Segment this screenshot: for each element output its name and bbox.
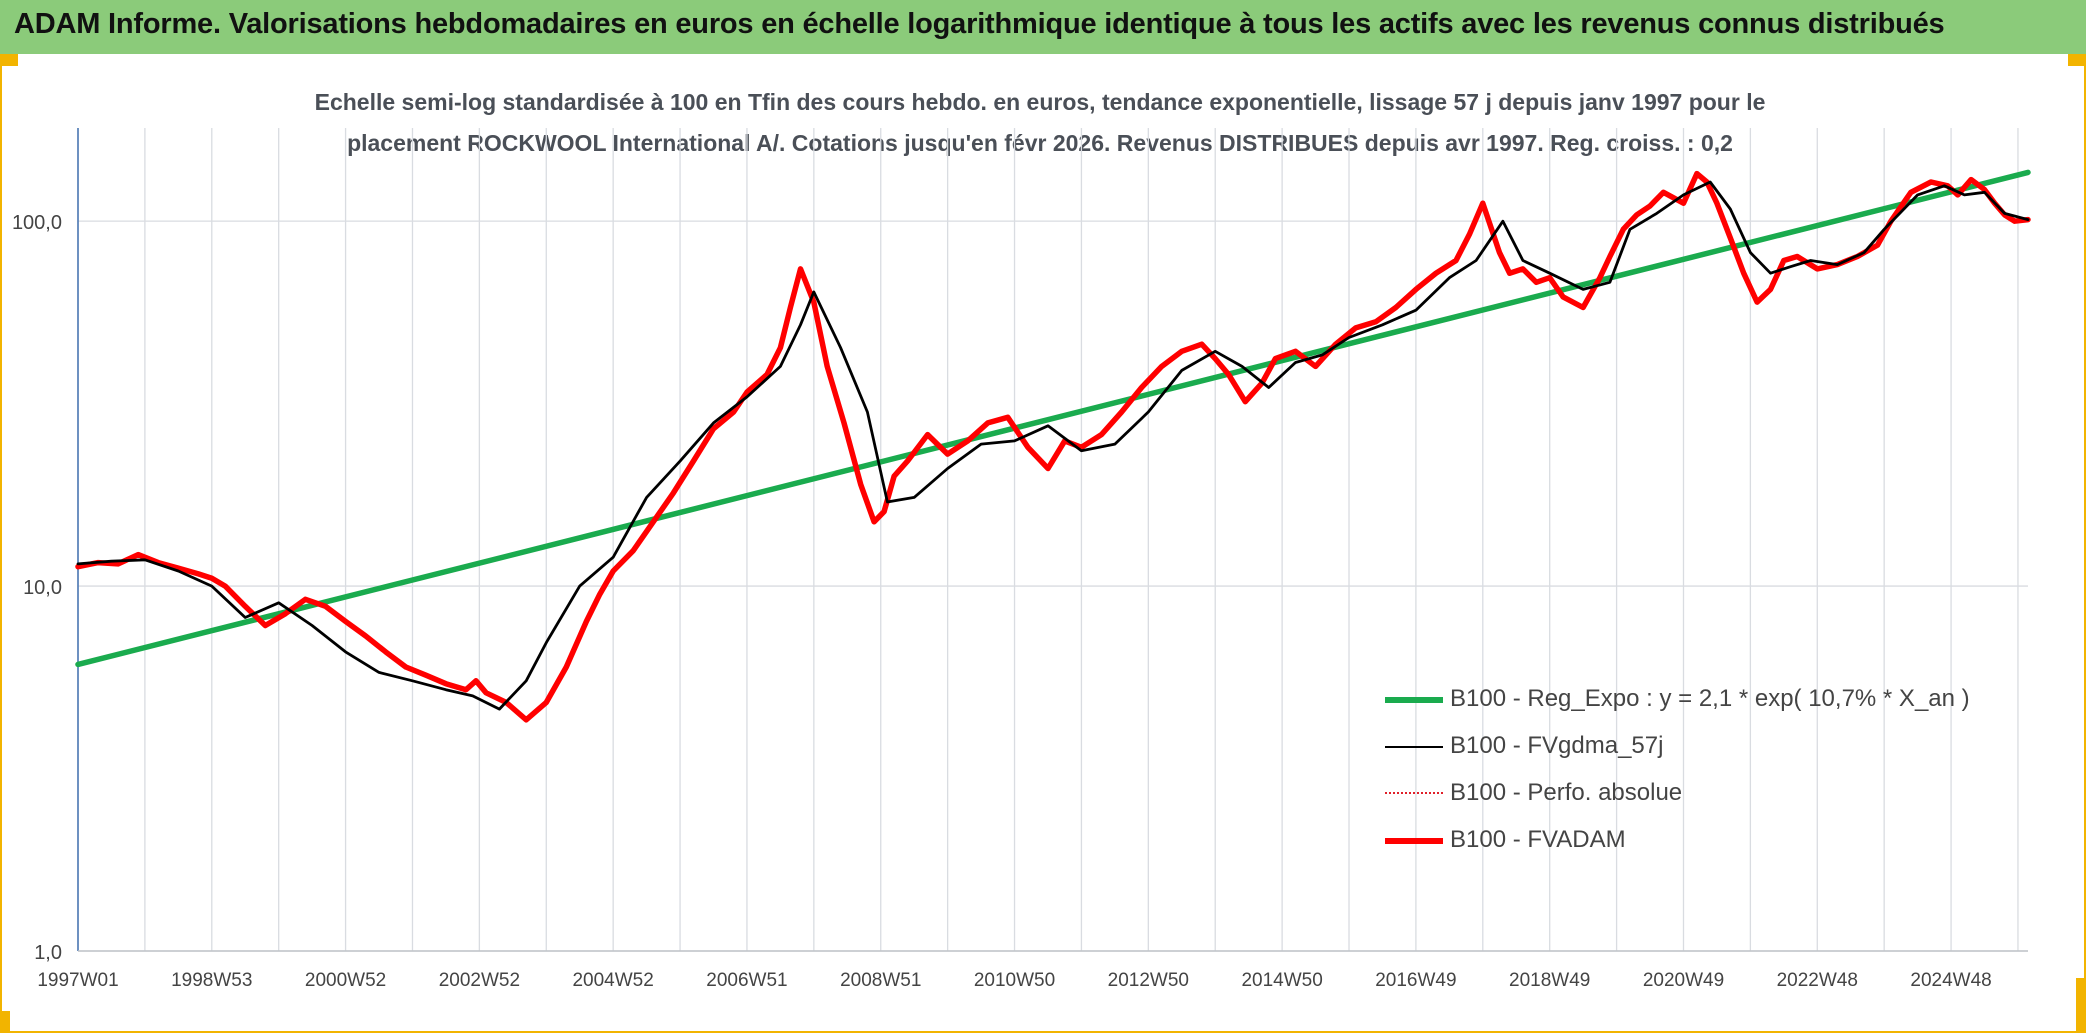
legend-label: B100 - FVADAM — [1450, 826, 1626, 853]
y-tick-label: 1,0 — [34, 942, 62, 964]
corner-mark-top-left — [0, 54, 18, 66]
x-tick-label: 2022W48 — [1777, 970, 1858, 991]
frame-border-right — [2084, 54, 2086, 1033]
x-tick-label: 2020W49 — [1643, 970, 1724, 991]
x-tick-label: 2008W51 — [840, 970, 921, 991]
frame-border-left — [0, 54, 2, 1033]
legend-swatch — [1385, 745, 1443, 749]
x-tick-label: 2010W50 — [974, 970, 1055, 991]
series-line-1 — [76, 180, 2030, 711]
legend-swatch — [1385, 697, 1443, 703]
x-tick-label: 2014W50 — [1241, 970, 1322, 991]
legend-label: B100 - Reg_Expo : y = 2,1 * exp( 10,7% *… — [1450, 685, 1970, 712]
axis-layer: 1,0 10,0 100,0 1997W01 1998W53 2000W52 2002W52… — [12, 128, 2028, 991]
x-tick-label: 1997W01 — [37, 970, 118, 991]
series-layer — [75, 169, 2031, 723]
corner-mark-bottom-right — [2076, 978, 2086, 1033]
legend-label: B100 - FVgdma_57j — [1450, 732, 1664, 759]
x-tick-label: 2004W52 — [572, 970, 653, 991]
corner-mark-top-right — [2068, 54, 2086, 66]
legend-label: B100 - Perfo. absolue — [1450, 779, 1683, 806]
chart-title-line1: Echelle semi-log standardisée à 100 en T… — [314, 89, 1766, 115]
header-title: ADAM Informe. Valorisations hebdomadaire… — [14, 8, 1945, 40]
x-tick-label: 2000W52 — [305, 970, 386, 991]
legend-swatch — [1385, 792, 1443, 794]
frame-border-bottom — [0, 1031, 2086, 1033]
x-tick-label: 2024W48 — [1910, 970, 1991, 991]
x-tick-label: 2012W50 — [1108, 970, 1189, 991]
x-tick-label: 2018W49 — [1509, 970, 1590, 991]
header-bar: ADAM Informe. Valorisations hebdomadaire… — [0, 0, 2086, 54]
y-tick-label: 100,0 — [12, 212, 62, 234]
chart-title-line2: placement ROCKWOOL International A/. Cot… — [347, 130, 1733, 156]
legend-swatch — [1385, 838, 1443, 844]
x-tick-label: 2002W52 — [439, 970, 520, 991]
series-line-3 — [75, 170, 2031, 723]
series-line-0 — [75, 169, 2031, 668]
x-tick-label: 2016W49 — [1375, 970, 1456, 991]
y-tick-label: 10,0 — [23, 577, 62, 599]
x-tick-label: 2006W51 — [706, 970, 787, 991]
x-tick-label: 1998W53 — [171, 970, 252, 991]
corner-mark-bottom-left — [0, 1011, 10, 1033]
